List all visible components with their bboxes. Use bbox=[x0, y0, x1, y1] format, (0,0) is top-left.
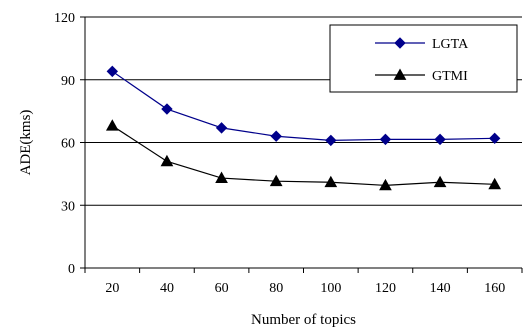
x-axis-title: Number of topics bbox=[251, 312, 356, 328]
data-point-gtmi bbox=[269, 174, 283, 187]
x-tick-labels: 20 40 60 80 100 120 140 160 bbox=[105, 281, 505, 296]
series-line-gtmi bbox=[111, 125, 495, 186]
data-point-gtmi bbox=[488, 177, 502, 190]
x-tick-label: 160 bbox=[484, 281, 505, 296]
data-point-lgta bbox=[434, 133, 446, 146]
x-tick-label: 60 bbox=[215, 281, 229, 296]
series-line-lgta bbox=[111, 70, 495, 142]
data-point-gtmi bbox=[105, 119, 119, 131]
data-point-lgta bbox=[106, 65, 119, 78]
legend-marker-lgta bbox=[394, 37, 406, 49]
legend-label-lgta: LGTA bbox=[432, 37, 469, 52]
x-tick-label: 80 bbox=[269, 281, 283, 296]
x-tick-label: 100 bbox=[320, 281, 341, 296]
legend: LGTA GTMI bbox=[329, 24, 518, 93]
data-point-gtmi bbox=[160, 154, 174, 167]
series-group bbox=[105, 65, 502, 191]
axes bbox=[84, 17, 523, 273]
legend-label-gtmi: GTMI bbox=[432, 69, 468, 84]
y-tick-label: 90 bbox=[61, 74, 75, 89]
x-tick-label: 140 bbox=[430, 281, 451, 296]
legend-box bbox=[329, 24, 518, 93]
data-point-gtmi bbox=[379, 178, 392, 191]
data-point-lgta bbox=[379, 133, 392, 146]
x-tick-label: 40 bbox=[160, 281, 174, 296]
y-tick-label: 0 bbox=[68, 262, 75, 277]
y-tick-labels: 0 30 60 90 120 bbox=[54, 11, 75, 277]
data-point-lgta bbox=[270, 130, 282, 142]
legend-marker-gtmi bbox=[393, 68, 407, 80]
data-point-gtmi bbox=[324, 175, 338, 188]
data-point-lgta bbox=[325, 134, 337, 147]
x-tick-label: 20 bbox=[105, 281, 119, 296]
y-tick-label: 60 bbox=[61, 137, 75, 152]
data-point-lgta bbox=[161, 103, 173, 115]
y-tick-label: 30 bbox=[61, 199, 75, 214]
y-tick-label: 120 bbox=[54, 11, 75, 26]
y-axis-title: ADE(kms) bbox=[18, 110, 34, 176]
data-point-lgta bbox=[488, 132, 501, 145]
data-point-gtmi bbox=[433, 175, 447, 188]
data-point-gtmi bbox=[215, 171, 228, 183]
data-point-lgta bbox=[215, 122, 228, 134]
x-tick-label: 120 bbox=[375, 281, 396, 296]
